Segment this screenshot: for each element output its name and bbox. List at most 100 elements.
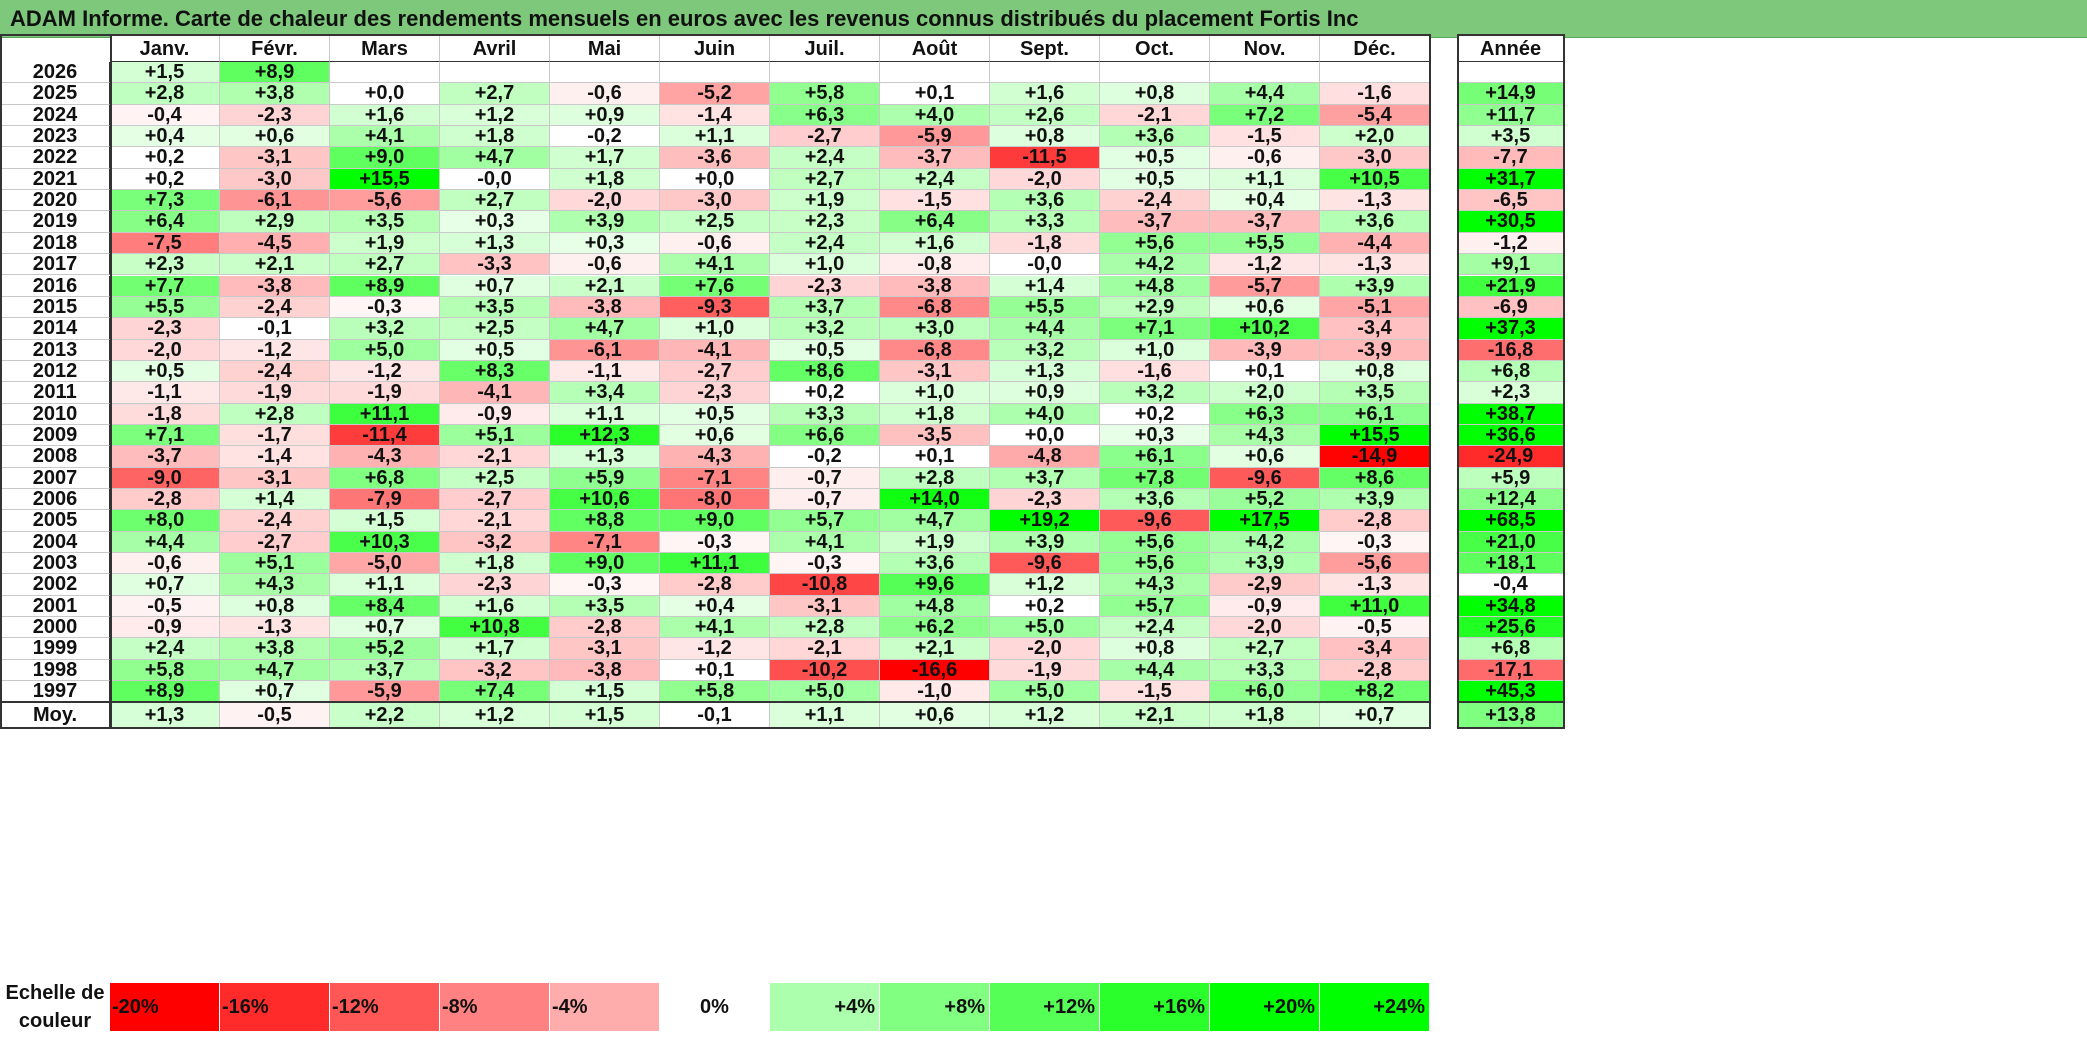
heatmap-cell: +0,0: [660, 168, 770, 191]
heatmap-cell: +0,9: [990, 381, 1100, 404]
year-label: 2003: [0, 552, 110, 575]
heatmap-cell: +0,5: [110, 360, 220, 383]
annual-header: Année: [1457, 34, 1565, 62]
heatmap-cell: -9,6: [1210, 467, 1320, 489]
heatmap-cell: +10,2: [1210, 317, 1320, 340]
heatmap-cell: +8,6: [1320, 467, 1430, 489]
year-label: 2015: [0, 296, 110, 319]
heatmap-cell: +0,6: [220, 125, 330, 148]
scale-stop: 0%: [660, 983, 770, 1031]
heatmap-cell: +9,6: [880, 574, 990, 596]
heatmap-cell: -6,8: [880, 339, 990, 361]
heatmap-cell: -2,3: [770, 275, 880, 297]
heatmap-cell: +1,5: [330, 509, 440, 532]
average-cell: +2,2: [330, 702, 440, 729]
heatmap-cell: [1100, 62, 1210, 84]
heatmap-cell: +1,8: [880, 403, 990, 425]
heatmap-cell: +6,8: [330, 467, 440, 489]
heatmap-cell: [990, 62, 1100, 84]
heatmap-cell: -4,5: [220, 232, 330, 255]
heatmap-cell: +0,4: [110, 125, 220, 148]
annual-cell: +36,6: [1457, 424, 1565, 447]
heatmap-cell: -1,5: [880, 189, 990, 212]
heatmap-cell: +3,9: [1320, 275, 1430, 297]
heatmap-cell: +0,8: [990, 125, 1100, 148]
annual-cell: +21,9: [1457, 275, 1565, 297]
heatmap-cell: +2,1: [220, 253, 330, 276]
heatmap-cell: +2,9: [220, 211, 330, 233]
heatmap-cell: +3,8: [220, 82, 330, 105]
average-separator: [0, 701, 1431, 703]
heatmap-cell: +4,3: [1100, 574, 1210, 596]
heatmap-cell: -1,3: [1320, 574, 1430, 596]
scale-stop: -4%: [550, 983, 660, 1031]
average-cell: -0,5: [220, 702, 330, 729]
heatmap-cell: +1,3: [990, 360, 1100, 383]
heatmap-cell: +4,7: [880, 509, 990, 532]
heatmap-cell: +0,1: [880, 445, 990, 468]
heatmap-cell: -2,3: [990, 488, 1100, 511]
heatmap-cell: +5,2: [330, 638, 440, 660]
heatmap-cell: +3,9: [550, 211, 660, 233]
year-label: 1998: [0, 659, 110, 682]
heatmap-cell: -3,8: [880, 275, 990, 297]
average-cell: +1,1: [770, 702, 880, 729]
heatmap-cell: -4,3: [330, 445, 440, 468]
heatmap-cell: -0,0: [440, 168, 550, 191]
heatmap-cell: -3,8: [550, 659, 660, 682]
annual-cell: +38,7: [1457, 403, 1565, 425]
heatmap-cell: -0,5: [1320, 616, 1430, 639]
annual-cell: +12,4: [1457, 488, 1565, 511]
heatmap-cell: -2,4: [1100, 189, 1210, 212]
heatmap-cell: +3,9: [1320, 488, 1430, 511]
heatmap-cell: -1,9: [990, 659, 1100, 682]
heatmap-cell: +3,6: [880, 552, 990, 575]
heatmap-cell: +6,4: [110, 211, 220, 233]
heatmap-cell: +6,2: [880, 616, 990, 639]
heatmap-cell: -4,8: [990, 445, 1100, 468]
heatmap-cell: +2,8: [110, 82, 220, 105]
heatmap-cell: +4,4: [1210, 82, 1320, 105]
heatmap-cell: -1,5: [1100, 680, 1210, 703]
annual-cell: +21,0: [1457, 531, 1565, 554]
heatmap-cell: +5,0: [990, 616, 1100, 639]
heatmap-cell: +3,5: [440, 296, 550, 319]
heatmap-cell: +4,1: [770, 531, 880, 554]
heatmap-cell: +5,6: [1100, 232, 1210, 255]
heatmap-cell: +0,0: [330, 82, 440, 105]
heatmap-cell: +0,4: [660, 595, 770, 618]
heatmap-cell: +2,7: [440, 189, 550, 212]
heatmap-cell: +0,5: [1100, 168, 1210, 191]
heatmap-cell: +0,5: [1100, 147, 1210, 169]
heatmap-cell: +3,6: [1320, 211, 1430, 233]
heatmap-cell: -2,3: [220, 104, 330, 127]
heatmap-cell: -2,1: [440, 509, 550, 532]
heatmap-cell: -3,0: [220, 168, 330, 191]
heatmap-cell: -0,2: [550, 125, 660, 148]
annual-cell: +68,5: [1457, 509, 1565, 532]
heatmap-cell: +2,5: [440, 317, 550, 340]
heatmap-cell: +5,1: [440, 424, 550, 447]
heatmap-cell: +4,1: [660, 253, 770, 276]
annual-cell: -16,8: [1457, 339, 1565, 361]
scale-stop: +16%: [1100, 983, 1210, 1031]
month-header: Avril: [440, 34, 550, 62]
heatmap-cell: -3,0: [660, 189, 770, 212]
heatmap-cell: -0,0: [990, 253, 1100, 276]
year-label: 2022: [0, 147, 110, 169]
heatmap-cell: +3,8: [220, 638, 330, 660]
heatmap-cell: +4,1: [660, 616, 770, 639]
heatmap-cell: +0,8: [220, 595, 330, 618]
heatmap-cell: +5,1: [220, 552, 330, 575]
heatmap-cell: +1,1: [1210, 168, 1320, 191]
average-cell: +0,6: [880, 702, 990, 729]
month-header: Janv.: [110, 34, 220, 62]
annual-cell: +25,6: [1457, 616, 1565, 639]
annual-cell: +6,8: [1457, 638, 1565, 660]
year-label: 2007: [0, 467, 110, 489]
heatmap-cell: -9,6: [990, 552, 1100, 575]
heatmap-cell: +12,3: [550, 424, 660, 447]
heatmap-cell: -2,7: [440, 488, 550, 511]
heatmap-cell: +14,0: [880, 488, 990, 511]
year-label: 2006: [0, 488, 110, 511]
